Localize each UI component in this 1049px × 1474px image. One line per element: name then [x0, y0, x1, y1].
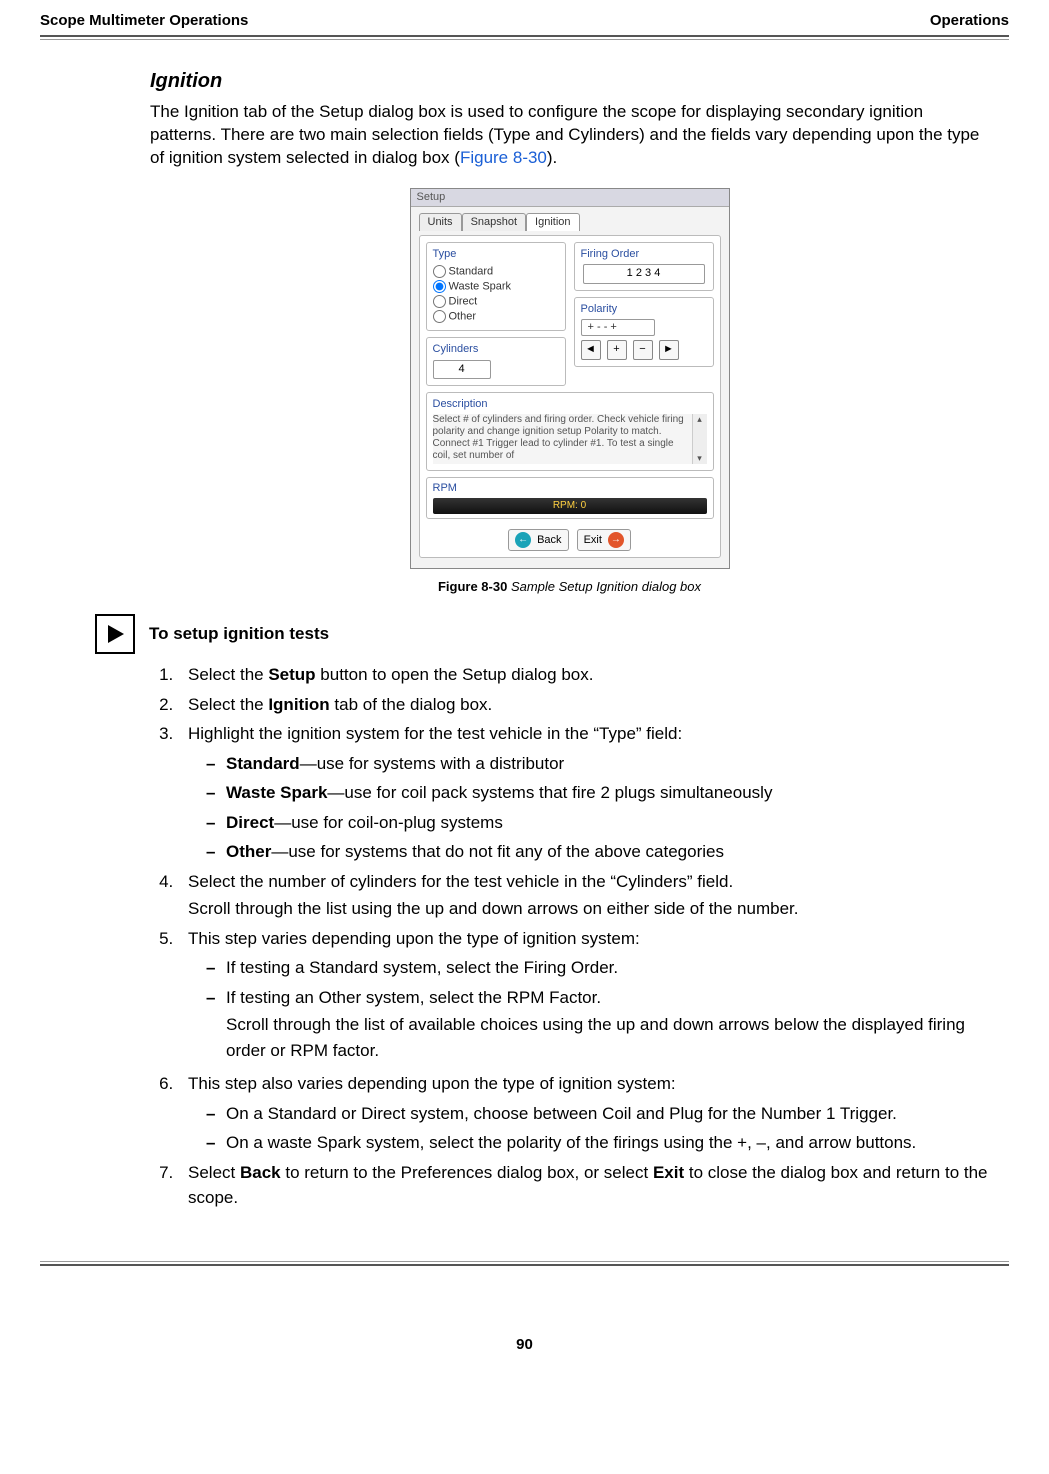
procedure-steps: Select the Setup button to open the Setu…	[150, 662, 989, 1211]
intro-paragraph: The Ignition tab of the Setup dialog box…	[150, 101, 989, 170]
figure-caption: Figure 8-30 Sample Setup Ignition dialog…	[150, 579, 989, 594]
figure: Setup Units Snapshot Ignition Type Stand…	[150, 188, 989, 569]
exit-arrow-icon: →	[608, 532, 624, 548]
procedure-icon	[95, 614, 135, 654]
rpm-group: RPM RPM: 0	[426, 477, 714, 519]
tab-ignition[interactable]: Ignition	[526, 213, 579, 231]
cylinders-group: Cylinders 4	[426, 337, 566, 385]
polarity-minus-button[interactable]: −	[633, 340, 653, 360]
setup-dialog: Setup Units Snapshot Ignition Type Stand…	[410, 188, 730, 569]
rule	[40, 1261, 1009, 1262]
back-arrow-icon: ←	[515, 532, 531, 548]
header-left: Scope Multimeter Operations	[40, 12, 248, 29]
page-header: Scope Multimeter Operations Operations	[40, 12, 1009, 35]
step-2: Select the Ignition tab of the dialog bo…	[178, 692, 989, 718]
exit-button[interactable]: Exit →	[577, 529, 631, 551]
polarity-plus-button[interactable]: +	[607, 340, 627, 360]
type-direct-radio[interactable]	[433, 295, 446, 308]
cylinders-value[interactable]: 4	[433, 360, 491, 379]
dialog-tabs: Units Snapshot Ignition	[419, 213, 721, 231]
type-standard-radio[interactable]	[433, 265, 446, 278]
description-label: Description	[433, 398, 707, 411]
rule	[40, 39, 1009, 40]
page-number: 90	[40, 1336, 1009, 1353]
polarity-left-button[interactable]: ◄	[581, 340, 601, 360]
step-7: Select Back to return to the Preferences…	[178, 1160, 989, 1211]
step-6: This step also varies depending upon the…	[178, 1071, 989, 1156]
type-group: Type Standard Waste Spark Direct Other	[426, 242, 566, 331]
back-button[interactable]: ← Back	[508, 529, 568, 551]
description-scrollbar[interactable]: ▴▾	[692, 414, 707, 464]
rule	[40, 35, 1009, 37]
type-wastespark-radio[interactable]	[433, 280, 446, 293]
firing-order-group: Firing Order 1 2 3 4	[574, 242, 714, 290]
header-right: Operations	[930, 12, 1009, 29]
step-3: Highlight the ignition system for the te…	[178, 721, 989, 865]
step-1: Select the Setup button to open the Setu…	[178, 662, 989, 688]
polarity-value: + - - +	[581, 319, 655, 336]
firing-order-value[interactable]: 1 2 3 4	[583, 264, 705, 283]
firing-order-label: Firing Order	[581, 248, 707, 261]
rpm-label: RPM	[433, 482, 707, 495]
tab-units[interactable]: Units	[419, 213, 462, 231]
dialog-title: Setup	[411, 189, 729, 207]
polarity-label: Polarity	[581, 303, 707, 316]
cylinders-label: Cylinders	[433, 343, 559, 356]
tab-snapshot[interactable]: Snapshot	[462, 213, 526, 231]
step-5: This step varies depending upon the type…	[178, 926, 989, 1068]
type-other-radio[interactable]	[433, 310, 446, 323]
description-group: Description Select # of cylinders and fi…	[426, 392, 714, 471]
description-text: Select # of cylinders and firing order. …	[433, 414, 684, 461]
polarity-right-button[interactable]: ►	[659, 340, 679, 360]
rule	[40, 1264, 1009, 1266]
figure-link[interactable]: Figure 8-30	[460, 148, 547, 167]
section-title: Ignition	[150, 70, 989, 93]
procedure-title: To setup ignition tests	[149, 624, 329, 644]
step-4: Select the number of cylinders for the t…	[178, 869, 989, 922]
type-label: Type	[433, 248, 559, 261]
rpm-value: RPM: 0	[433, 498, 707, 514]
polarity-group: Polarity + - - + ◄ + − ►	[574, 297, 714, 367]
